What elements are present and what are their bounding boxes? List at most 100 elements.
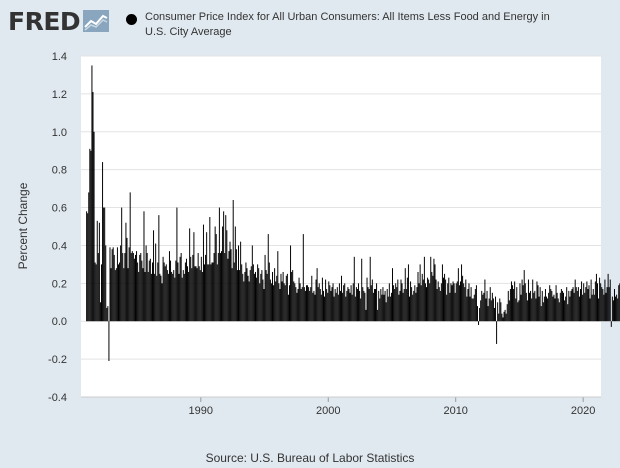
bar bbox=[523, 270, 525, 322]
bar bbox=[177, 262, 179, 322]
bar bbox=[318, 283, 320, 322]
bar bbox=[221, 251, 223, 322]
bar bbox=[192, 254, 194, 322]
bar bbox=[539, 287, 541, 322]
bar bbox=[289, 285, 290, 322]
x-tick-label: 2000 bbox=[316, 405, 340, 417]
bar bbox=[219, 253, 221, 322]
bar bbox=[214, 226, 216, 322]
bar bbox=[179, 256, 181, 322]
bar bbox=[587, 289, 589, 322]
bar bbox=[247, 275, 249, 322]
bar bbox=[474, 289, 476, 322]
bar bbox=[231, 268, 233, 322]
fred-logo[interactable]: FRED bbox=[8, 6, 110, 36]
bar bbox=[428, 279, 430, 322]
bar bbox=[515, 298, 517, 322]
bar bbox=[572, 287, 574, 322]
bar bbox=[618, 285, 620, 322]
bar bbox=[506, 304, 508, 322]
bar bbox=[257, 264, 259, 322]
bar bbox=[135, 254, 136, 322]
bar bbox=[435, 279, 437, 322]
bar bbox=[228, 251, 230, 322]
bar bbox=[110, 268, 112, 322]
bar bbox=[310, 287, 312, 322]
bar bbox=[516, 287, 518, 322]
bar bbox=[471, 298, 473, 322]
bar bbox=[298, 277, 300, 322]
bar bbox=[381, 294, 383, 322]
bar bbox=[460, 281, 461, 322]
bar bbox=[427, 277, 429, 322]
bar bbox=[375, 289, 377, 322]
bar bbox=[252, 264, 254, 322]
x-axis-tick-labels: 1990 2000 2010 2020 bbox=[189, 405, 596, 417]
bar bbox=[284, 285, 286, 322]
bar bbox=[475, 285, 477, 322]
bar bbox=[131, 251, 133, 322]
bar bbox=[205, 254, 207, 322]
bar bbox=[480, 300, 482, 322]
bar bbox=[101, 264, 102, 322]
y-tick-label: 0.2 bbox=[52, 278, 67, 290]
bar bbox=[168, 251, 170, 322]
bar bbox=[125, 222, 127, 322]
bar bbox=[502, 317, 504, 322]
bar bbox=[384, 290, 386, 322]
bar bbox=[116, 247, 118, 322]
bar bbox=[396, 287, 398, 322]
bar bbox=[550, 289, 552, 322]
bar bbox=[92, 91, 94, 322]
bar bbox=[604, 279, 606, 322]
bar bbox=[279, 289, 281, 322]
bar bbox=[112, 247, 114, 322]
bar bbox=[128, 247, 130, 322]
bar bbox=[380, 289, 382, 322]
bar bbox=[610, 321, 612, 327]
bar bbox=[444, 273, 446, 322]
bar bbox=[479, 307, 481, 322]
bar bbox=[106, 307, 108, 322]
bar bbox=[461, 264, 463, 322]
bar bbox=[143, 211, 145, 322]
bar bbox=[223, 211, 225, 322]
bar bbox=[325, 279, 327, 322]
bar bbox=[343, 285, 345, 322]
bar bbox=[345, 296, 347, 322]
bar bbox=[326, 289, 328, 322]
bar bbox=[173, 270, 175, 322]
bar bbox=[487, 306, 489, 322]
bar bbox=[127, 268, 129, 322]
bar bbox=[436, 289, 438, 322]
bar bbox=[240, 241, 242, 322]
bar bbox=[191, 268, 193, 322]
bar bbox=[119, 262, 121, 322]
bar bbox=[361, 258, 363, 322]
bar bbox=[558, 302, 560, 322]
bar bbox=[352, 283, 354, 322]
bar bbox=[335, 292, 337, 322]
bar bbox=[295, 287, 297, 322]
bar bbox=[503, 311, 505, 322]
bar bbox=[364, 292, 366, 322]
fred-logo-text: FRED bbox=[8, 6, 81, 36]
bar bbox=[260, 273, 262, 322]
bar bbox=[250, 266, 252, 322]
bar bbox=[130, 253, 132, 322]
bar bbox=[594, 281, 596, 322]
bar bbox=[418, 283, 420, 322]
bar bbox=[132, 253, 134, 322]
bar bbox=[280, 273, 282, 322]
bar bbox=[129, 192, 131, 322]
x-tick-label: 1990 bbox=[189, 405, 213, 417]
bar bbox=[457, 268, 459, 322]
bar bbox=[146, 253, 148, 322]
bar bbox=[407, 264, 409, 322]
bar bbox=[414, 285, 416, 322]
bar bbox=[605, 292, 607, 322]
bar bbox=[452, 281, 454, 322]
bar-chart[interactable]: -0.4 -0.2 0.0 0.2 0.4 0.6 0.8 1.0 1.2 1.4 1990 200… bbox=[0, 0, 620, 450]
bar bbox=[164, 266, 166, 322]
bar bbox=[308, 287, 310, 322]
